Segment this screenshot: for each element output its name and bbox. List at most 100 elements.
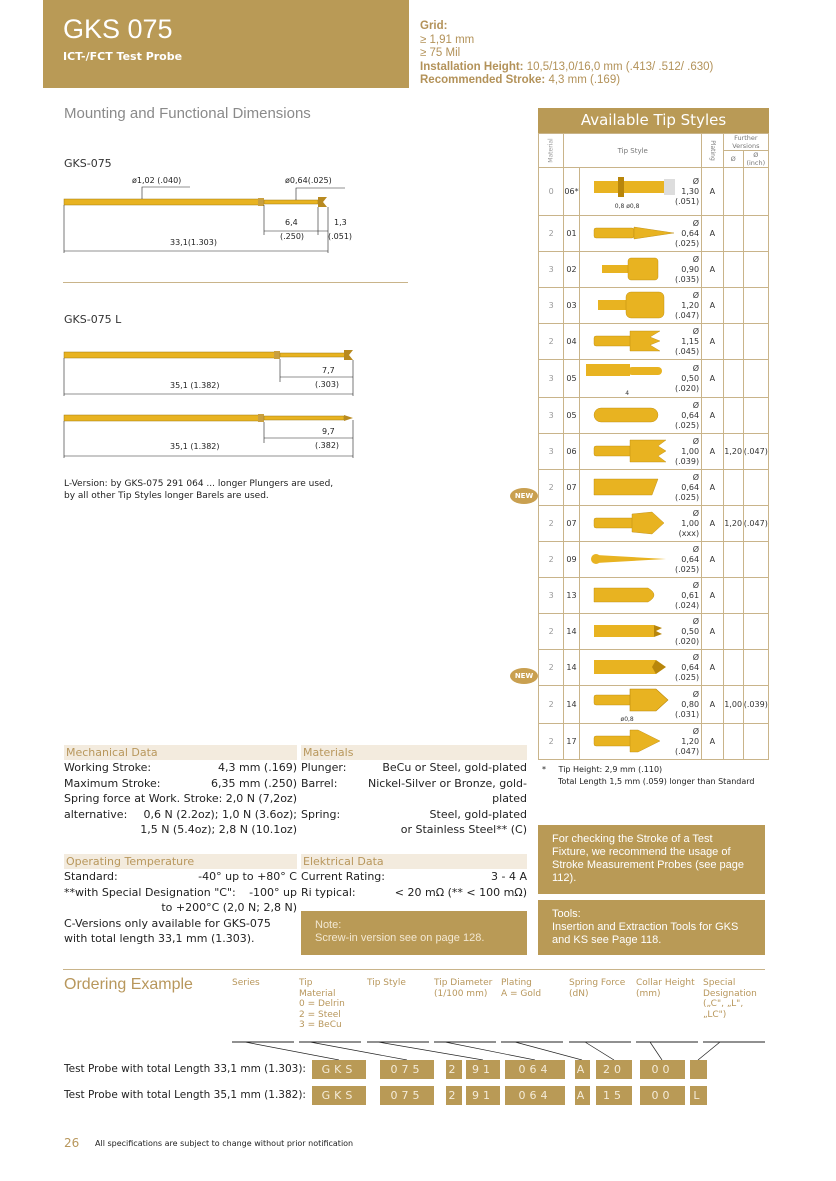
stepped-round-icon <box>585 364 662 376</box>
tip-dimension: 4 <box>625 390 630 397</box>
large-cup-icon <box>597 291 664 318</box>
further-diameter-inch <box>742 469 770 506</box>
tip-footnote: * Tip Height: 2,9 mm (.110) Total Length… <box>542 764 755 788</box>
grid-label: Grid: <box>420 20 448 32</box>
spear-icon <box>593 729 661 752</box>
tip-row: 2 04 Ø 1,15 (.045) A <box>537 323 770 360</box>
tip-plating: A <box>701 541 724 578</box>
electrical-data: Elektrical Data Current Rating: 3 - 4 A Ri… <box>301 854 527 900</box>
round-icon <box>593 407 658 422</box>
large-crown-icon <box>593 688 669 712</box>
materials-title: Materials <box>301 745 527 760</box>
install-label: Installation Height: <box>420 60 524 73</box>
data-row: Ri typical: < 20 mΩ (** < 100 mΩ) <box>301 885 527 901</box>
tip-image <box>578 649 675 686</box>
ordering-row-label: Test Probe with total Length 35,1 mm (1.… <box>64 1089 306 1101</box>
data-value: 0,6 N (2.2oz); 1,0 N (3.6oz); <box>143 807 297 821</box>
data-row: or Stainless Steel** (C) <box>301 822 527 838</box>
order-code-box: A <box>575 1060 590 1079</box>
tip-diameter-mm: Ø 0,61 <box>681 580 700 600</box>
cone-point-icon <box>593 226 674 239</box>
order-code-box: 064 <box>505 1086 565 1105</box>
tip-image <box>578 577 675 614</box>
tip-code: 14 <box>563 649 580 686</box>
tip-diameter-mm: Ø 1,00 <box>681 436 700 456</box>
tip-diameter: Ø 1,00 (xxx) <box>674 505 703 542</box>
tip-plating: A <box>701 323 724 360</box>
order-code-box: 2 <box>446 1060 462 1079</box>
tip-image: 0,8 ø0,8 <box>578 167 678 216</box>
tip-diameter-inch: (.025) <box>675 672 700 682</box>
tip-diameter: Ø 0,90 (.035) <box>674 251 703 288</box>
tip-plating: A <box>701 167 724 216</box>
tip-diameter-mm: Ø 0,90 <box>681 254 700 274</box>
further-diameter-inch: (.047) <box>742 505 770 542</box>
further-diameter <box>722 323 744 360</box>
data-label: Plunger: <box>301 761 347 774</box>
new-badge: NEW <box>510 668 538 684</box>
tip-code: 06* <box>563 167 580 216</box>
l-dim-7-7: 7,7 <box>322 366 335 375</box>
order-code-box <box>690 1060 707 1079</box>
ordering-title: Ordering Example <box>64 976 193 993</box>
tip-diameter-mm: Ø 1,20 <box>681 290 700 310</box>
tip-diameter-inch: (.020) <box>675 383 700 393</box>
tip-plating: A <box>701 723 724 760</box>
header-banner: GKS 075 ICT-/FCT Test Probe <box>43 0 409 88</box>
data-row: Barrel: Nickel-Silver or Bronze, gold-pla… <box>301 776 527 807</box>
data-row: Maximum Stroke: 6,35 mm (.250) <box>64 776 297 792</box>
tip-row: 2 17 Ø 1,20 (.047) A <box>537 723 770 760</box>
col-d: Ø <box>722 150 744 168</box>
ordering-header: Spring Force (dN) <box>569 978 626 999</box>
tip-diameter-inch: (.035) <box>675 274 700 284</box>
further-diameter-inch <box>742 167 770 216</box>
data-value: 4,3 mm (.169) <box>218 761 297 774</box>
tip-image <box>578 613 675 650</box>
tip-diameter-mm: Ø 0,80 <box>681 689 700 709</box>
order-code-box: 00 <box>640 1086 685 1105</box>
further-diameter-inch <box>742 577 770 614</box>
tip-code: 13 <box>563 577 580 614</box>
c-version-note: C-Versions only available for GKS-075 wi… <box>64 916 271 946</box>
tip-material: 3 <box>537 359 565 398</box>
tip-diameter: Ø 0,64 (.025) <box>674 469 703 506</box>
tools-box: Tools: Insertion and Extraction Tools fo… <box>538 900 765 955</box>
data-label: Ri typical: <box>301 885 356 899</box>
new-badge: NEW <box>510 488 538 504</box>
mounting-title: Mounting and Functional Dimensions <box>64 105 311 122</box>
data-value: -100° up <box>249 885 297 899</box>
footnote-mark: * <box>542 765 546 774</box>
gks075-label: GKS-075 <box>64 157 112 170</box>
page-number: 26 <box>64 1136 80 1150</box>
note-line-1: L-Version: by GKS-075 291 064 ... longer… <box>64 479 334 489</box>
col-further: Further Versions <box>722 133 770 151</box>
tip-diameter-inch: (.025) <box>675 564 700 574</box>
further-diameter <box>722 397 744 434</box>
tip-code: 07 <box>563 469 580 506</box>
flat-cup-icon <box>601 257 658 280</box>
tip-styles-title: Available Tip Styles <box>538 108 769 133</box>
further-diameter-inch <box>742 397 770 434</box>
col-tipstyle: Tip Style <box>563 133 703 168</box>
order-code-box: 064 <box>505 1060 565 1079</box>
tip-diameter: Ø 0,64 (.025) <box>674 541 703 578</box>
tip-material: 2 <box>537 649 565 686</box>
collar-shape <box>258 198 264 206</box>
note-box: Note: Screw-in version see on page 128. <box>301 911 527 955</box>
further-diameter <box>722 287 744 324</box>
further-diameter <box>722 649 744 686</box>
further-diameter <box>722 541 744 578</box>
col-d-inch: Ø (inch) <box>742 150 770 168</box>
mechanical-data: Mechanical Data Working Stroke: 4,3 mm (.… <box>64 745 297 838</box>
tip-plating: A <box>701 685 724 724</box>
tip-diameter-mm: Ø 1,00 <box>681 508 700 528</box>
tip-diameter-inch: (.039) <box>675 456 700 466</box>
tip-diameter-inch: (.024) <box>675 600 700 610</box>
further-diameter: 1,20 <box>722 433 744 470</box>
data-label: alternative: <box>64 807 128 821</box>
crown-icon <box>593 330 661 351</box>
tip-material: 3 <box>537 397 565 434</box>
tip-material: 2 <box>537 469 565 506</box>
tip-diameter: Ø 1,30 (.051) <box>674 167 703 216</box>
data-row: 1,5 N (5.4oz); 2,8 N (10.1oz) <box>64 822 297 838</box>
